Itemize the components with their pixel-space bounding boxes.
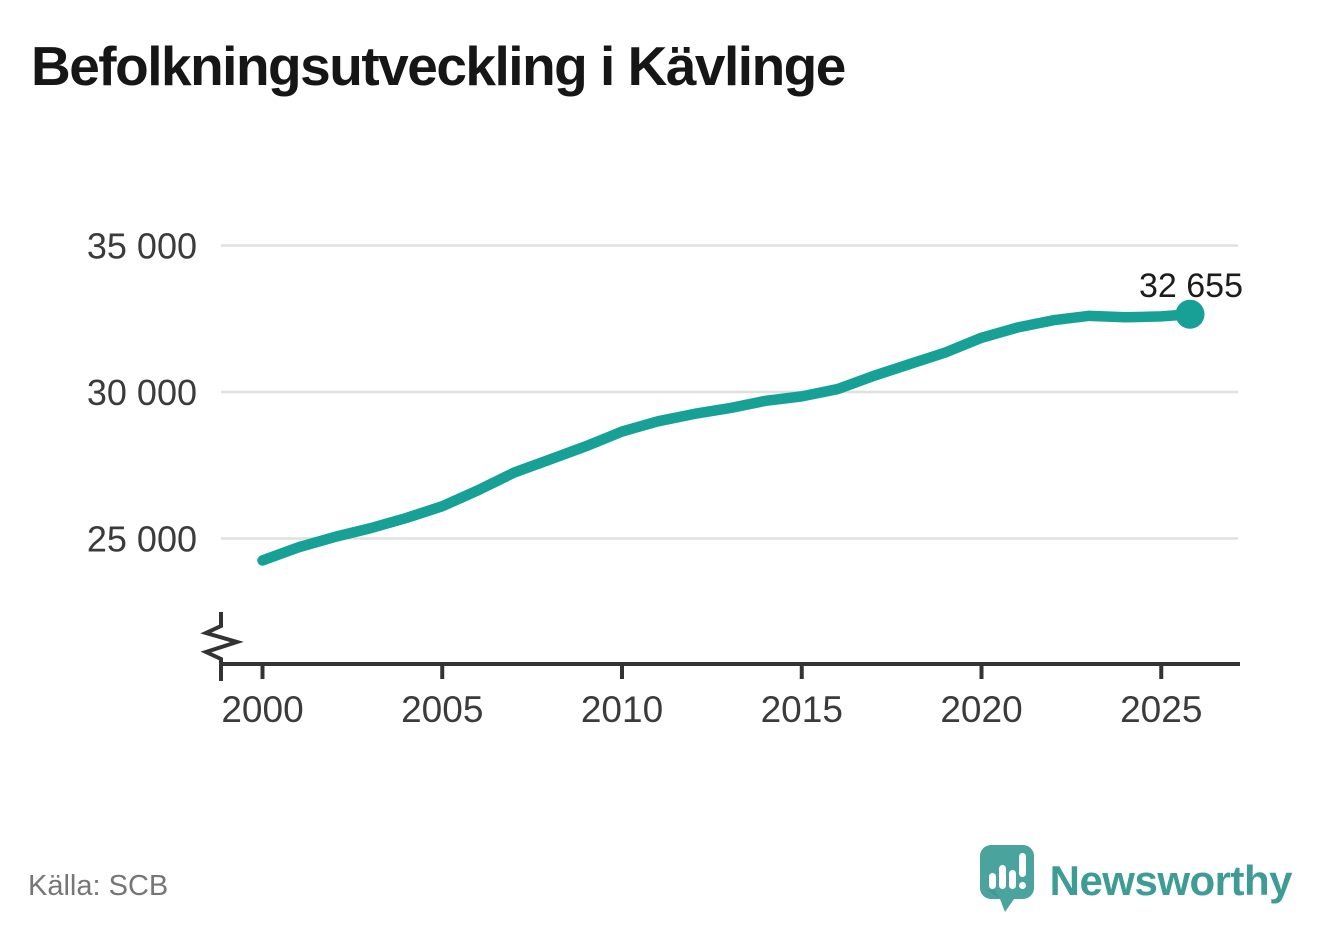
logo-bar-2 (998, 865, 1006, 889)
x-axis-tick-label: 2000 (221, 689, 303, 730)
x-axis-tick-label: 2025 (1120, 689, 1202, 730)
axis-break-icon (200, 612, 244, 664)
x-axis-tick-label: 2020 (940, 689, 1022, 730)
x-axis-tick-label: 2010 (581, 689, 663, 730)
latest-value-dot (1175, 299, 1205, 329)
newsworthy-logo-icon (979, 845, 1034, 912)
y-axis-tick-label: 30 000 (87, 372, 197, 413)
population-line (257, 308, 1196, 566)
x-axis-tick-label: 2015 (761, 689, 843, 730)
x-axis-tick-label: 2005 (401, 689, 483, 730)
x-axis-line (219, 662, 1240, 681)
chart-title: Befolkningsutveckling i Kävlinge (31, 35, 846, 97)
logo-bubble-shape (979, 845, 1034, 912)
brand-lockup: Newsworthy (978, 843, 1293, 919)
logo-exclamation-stem (1018, 853, 1026, 877)
logo-bar-3 (1008, 870, 1016, 889)
latest-value-label: 32 655 (1139, 267, 1243, 305)
y-axis-tick-label: 25 000 (87, 519, 197, 560)
logo-bubble-shadow (986, 890, 1000, 899)
source-note: Källa: SCB (28, 870, 169, 902)
y-axis-tick-label: 35 000 (87, 226, 197, 267)
logo-exclamation-dot (1018, 882, 1026, 889)
brand-name: Newsworthy (1049, 857, 1293, 904)
logo-bar-1 (988, 873, 996, 889)
